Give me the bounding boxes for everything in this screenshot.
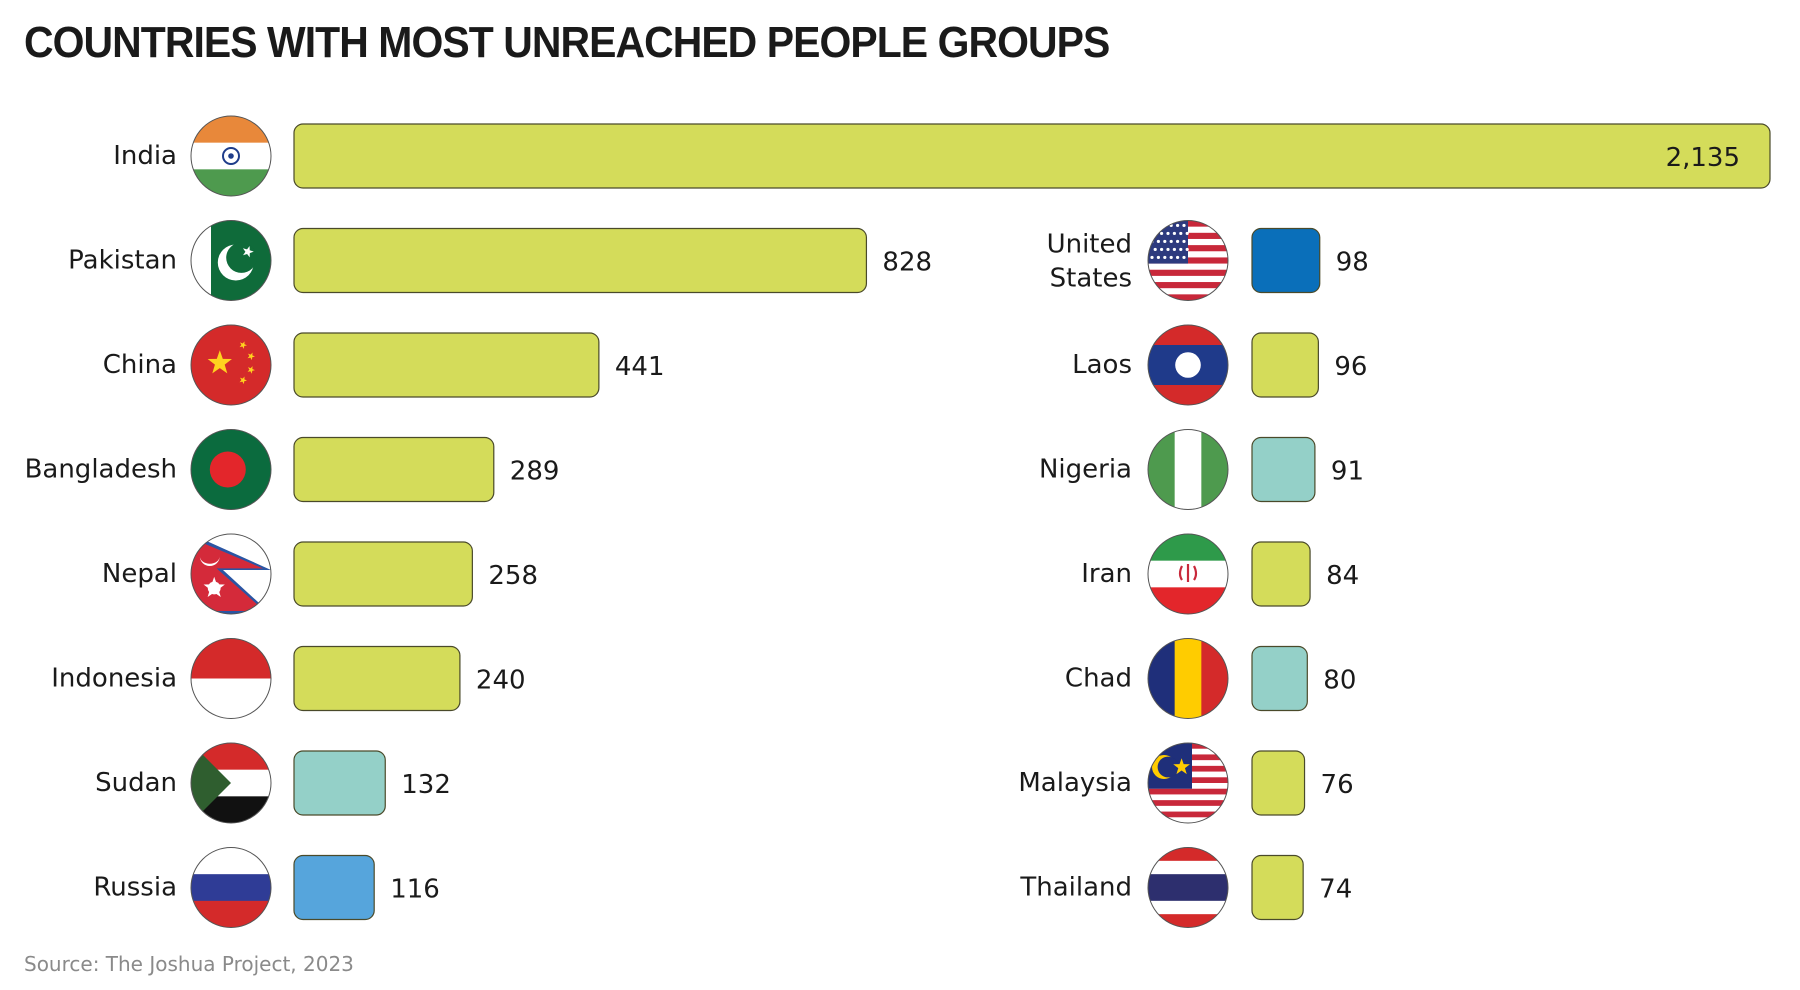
- country-label-laos: Laos: [1072, 350, 1132, 380]
- bar-sudan: [293, 750, 386, 816]
- bar-bangladesh: [293, 436, 495, 503]
- bar-united-states: [1251, 227, 1321, 294]
- value-label-india: 2,135: [1666, 143, 1740, 173]
- country-label-nigeria: Nigeria: [1039, 455, 1132, 485]
- flag-nigeria-icon: [1148, 429, 1228, 510]
- value-label-iran: 84: [1326, 561, 1359, 591]
- value-label-china: 441: [615, 352, 665, 382]
- chart-title: COUNTRIES WITH MOST UNREACHED PEOPLE GRO…: [24, 18, 1110, 67]
- value-label-sudan: 132: [401, 770, 451, 800]
- value-label-indonesia: 240: [476, 666, 526, 696]
- country-label-bangladesh: Bangladesh: [25, 455, 177, 485]
- country-label-pakistan: Pakistan: [68, 246, 177, 276]
- bar-nepal: [293, 541, 473, 607]
- flag-china-icon: [191, 325, 271, 405]
- flag-bangladesh-icon: [191, 429, 271, 510]
- country-label-united-states: United States: [1047, 230, 1132, 294]
- bar-russia: [293, 854, 375, 921]
- bar-thailand: [1251, 854, 1304, 921]
- bar-pakistan: [293, 227, 868, 294]
- country-label-china: China: [103, 350, 177, 380]
- flag-laos-icon: [1148, 325, 1228, 405]
- bar-chad: [1251, 645, 1308, 712]
- country-label-india: India: [113, 141, 177, 171]
- value-label-russia: 116: [390, 875, 440, 905]
- flag-malaysia-icon: [1148, 743, 1228, 823]
- bar-laos: [1251, 332, 1319, 398]
- value-label-nigeria: 91: [1331, 457, 1364, 487]
- flag-pakistan-icon: [191, 220, 271, 301]
- value-label-bangladesh: 289: [510, 457, 560, 487]
- country-label-indonesia: Indonesia: [51, 664, 177, 694]
- country-label-sudan: Sudan: [95, 768, 177, 798]
- value-label-chad: 80: [1323, 666, 1356, 696]
- value-label-laos: 96: [1334, 352, 1367, 382]
- country-label-chad: Chad: [1065, 664, 1132, 694]
- flag-sudan-icon: [191, 743, 271, 823]
- country-label-iran: Iran: [1081, 559, 1132, 589]
- value-label-united-states: 98: [1336, 248, 1369, 278]
- value-label-thailand: 74: [1319, 875, 1352, 905]
- value-label-malaysia: 76: [1321, 770, 1354, 800]
- flag-thailand-icon: [1148, 847, 1228, 928]
- bar-iran: [1251, 541, 1311, 607]
- country-label-malaysia: Malaysia: [1018, 768, 1132, 798]
- bar-china: [293, 332, 600, 398]
- bar-indonesia: [293, 645, 461, 712]
- value-label-pakistan: 828: [882, 248, 932, 278]
- bar-malaysia: [1251, 750, 1306, 816]
- value-label-nepal: 258: [488, 561, 538, 591]
- bar-india: [293, 123, 1771, 189]
- country-label-russia: Russia: [93, 873, 177, 903]
- flag-nepal-icon: [191, 534, 271, 614]
- source-note: Source: The Joshua Project, 2023: [24, 952, 354, 976]
- bar-nigeria: [1251, 436, 1316, 503]
- flag-united-states-icon: [1148, 220, 1228, 301]
- country-label-nepal: Nepal: [102, 559, 177, 589]
- country-label-thailand: Thailand: [1019, 873, 1132, 903]
